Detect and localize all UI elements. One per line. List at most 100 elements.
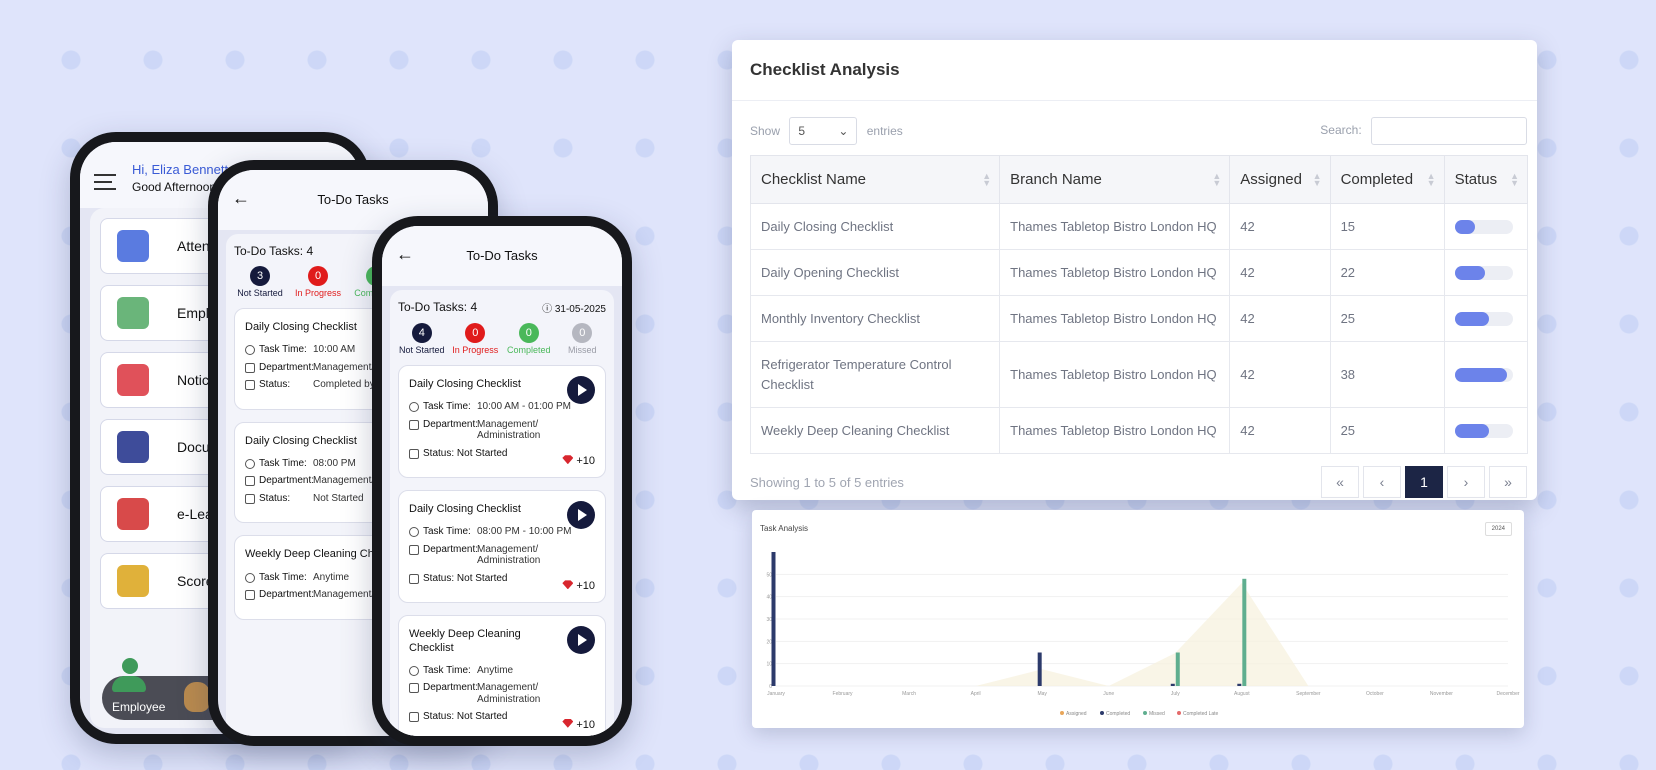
x-tick-label: July xyxy=(1171,691,1180,697)
clock-icon xyxy=(409,665,419,676)
task-card[interactable]: Daily Closing Checklist Task Time: 10:00 A… xyxy=(398,365,606,479)
task-status: Status: Not Started xyxy=(423,447,508,459)
column-header[interactable]: Branch Name ▲ ▼ xyxy=(999,155,1231,204)
stat-count: 3 xyxy=(250,266,270,286)
status-stat[interactable]: 4 Not Started xyxy=(398,323,446,355)
stat-count: 4 xyxy=(411,323,432,343)
stat-label: Not Started xyxy=(237,288,283,298)
task-dept-key: Department: xyxy=(409,543,479,567)
clipboard-icon xyxy=(245,380,255,391)
year-select[interactable]: 2024 xyxy=(1484,522,1512,536)
status-progress-fill xyxy=(1454,423,1490,438)
todo-header: ← To-Do Tasks xyxy=(382,226,622,286)
task-dept-key: Department: xyxy=(245,362,314,374)
table-row: Daily Closing Checklist Thames Tabletop B… xyxy=(749,203,1529,250)
chart-title: Task Analysis xyxy=(760,524,809,533)
column-header[interactable]: Status ▲ ▼ xyxy=(1443,155,1529,204)
task-dept-key: Department: xyxy=(245,589,315,601)
bar-missed-july[interactable] xyxy=(1175,652,1180,687)
status-progress-fill xyxy=(1454,367,1507,382)
task-status-row: Status: Not Started xyxy=(409,448,595,460)
task-dept-label: Department: xyxy=(423,418,479,430)
task-card[interactable]: Daily Closing Checklist Task Time: 08:00 P… xyxy=(398,490,606,604)
x-tick-label: December xyxy=(1496,691,1519,697)
sort-icon: ▲ ▼ xyxy=(1212,171,1222,188)
search-label: Search: xyxy=(1320,123,1362,138)
entries-info: Showing 1 to 5 of 5 entries xyxy=(750,474,904,490)
task-title: Daily Closing Checklist xyxy=(409,378,521,390)
legend-label[interactable]: Completed xyxy=(1106,711,1130,717)
money-bag-icon xyxy=(184,682,210,712)
task-time-row: Task Time: Anytime xyxy=(409,665,595,677)
clipboard-icon xyxy=(409,712,419,723)
play-button[interactable] xyxy=(567,626,595,655)
clipboard-icon xyxy=(245,493,255,504)
legend-label[interactable]: Missed xyxy=(1149,711,1165,717)
panel-title: Checklist Analysis xyxy=(732,40,1537,101)
page-button-current[interactable]: 1 xyxy=(1405,466,1443,498)
org-chart-icon xyxy=(409,683,419,694)
last-page-button[interactable]: » xyxy=(1489,466,1527,498)
play-button[interactable] xyxy=(567,376,595,404)
task-title: Daily Closing Checklist xyxy=(409,503,521,516)
legend-label[interactable]: Completed Late xyxy=(1183,711,1219,717)
task-dept-label: Department: xyxy=(423,543,479,555)
sort-icon: ▲ ▼ xyxy=(982,171,992,188)
y-tick-label: 40 xyxy=(766,595,772,601)
legend-label[interactable]: Assigned xyxy=(1066,711,1087,717)
bar-completed-may[interactable] xyxy=(1037,652,1042,687)
column-header[interactable]: Completed ▲ ▼ xyxy=(1329,155,1445,204)
missed-area xyxy=(776,583,1508,686)
stat-count: 0 xyxy=(572,323,593,343)
todo-date[interactable]: ⓘ 31-05-2025 xyxy=(542,300,606,315)
first-page-button[interactable]: « xyxy=(1321,466,1359,498)
bar-completed-july[interactable] xyxy=(1170,683,1175,686)
status-stat[interactable]: 0 In Progress xyxy=(452,323,500,355)
task-dept-row: Department:Management/ Administration xyxy=(409,419,595,442)
task-title: Weekly Deep Cleaning Checklist xyxy=(245,548,405,561)
search-input[interactable] xyxy=(1371,117,1527,145)
task-card[interactable]: Weekly Deep Cleaning Checklist Task Time:… xyxy=(398,615,606,736)
status-stat[interactable]: 3 Not Started xyxy=(234,266,286,298)
status-stat[interactable]: 0 Missed xyxy=(559,323,607,355)
org-chart-icon xyxy=(245,476,255,487)
bar-missed-august[interactable] xyxy=(1242,578,1247,686)
y-tick-label: 0 xyxy=(769,684,772,690)
status-stat[interactable]: 0 In Progress xyxy=(292,266,344,298)
column-header[interactable]: Checklist Name ▲ ▼ xyxy=(749,155,1001,204)
trophy-icon xyxy=(117,565,149,597)
prev-page-button[interactable]: ‹ xyxy=(1363,466,1401,498)
cell-status xyxy=(1443,295,1529,342)
todo-header-title: To-Do Tasks xyxy=(317,192,389,207)
menu-icon[interactable] xyxy=(94,174,116,195)
employee-icon xyxy=(112,658,148,692)
checklist-analysis-panel: Checklist Analysis Show 5 ⌄ entries Searc… xyxy=(732,40,1537,500)
status-stat[interactable]: 0 Completed xyxy=(505,323,553,355)
cell-assigned: 42 xyxy=(1229,341,1331,408)
entries-select[interactable]: 5 ⌄ xyxy=(789,117,858,145)
cell-name: Daily Opening Checklist xyxy=(749,249,1001,296)
cell-branch: Thames Tabletop Bistro London HQ xyxy=(999,249,1231,296)
task-time-value: Anytime xyxy=(313,571,350,583)
points-value: +10 xyxy=(576,718,595,731)
task-dept-label: Department: xyxy=(259,589,315,601)
legend-swatch xyxy=(1143,711,1147,715)
task-time-row: Task Time: 10:00 AM xyxy=(245,344,461,356)
status-progress-bar xyxy=(1454,311,1513,326)
column-header[interactable]: Assigned ▲ ▼ xyxy=(1229,155,1331,204)
cell-name: Daily Closing Checklist xyxy=(749,203,1001,250)
cell-completed: 38 xyxy=(1329,341,1445,408)
task-time-label: Task Time: xyxy=(259,571,307,583)
back-arrow-icon[interactable]: ← xyxy=(396,244,414,264)
task-time-value: 10:00 AM - 01:00 PM xyxy=(477,401,571,413)
bar-completed-august[interactable] xyxy=(1237,683,1242,686)
user-profile-icon xyxy=(117,297,149,329)
bar-completed-january[interactable] xyxy=(771,552,776,686)
play-button[interactable] xyxy=(567,501,595,530)
task-time-row: Task Time: 08:00 PM xyxy=(245,458,461,470)
column-header-label: Status xyxy=(1454,171,1498,188)
phone-todo-2-screen: ← To-Do Tasks To-Do Tasks: 4 ⓘ 31-05-202… xyxy=(382,226,622,736)
back-arrow-icon[interactable]: ← xyxy=(232,188,250,208)
next-page-button[interactable]: › xyxy=(1447,466,1485,498)
task-dept-value: Management/ Administration xyxy=(477,418,541,442)
